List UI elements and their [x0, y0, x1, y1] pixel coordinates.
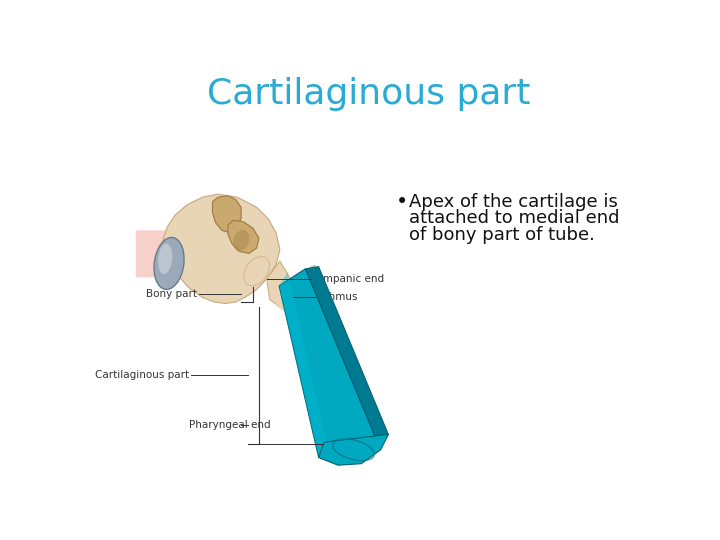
Text: Pharyngeal end: Pharyngeal end — [189, 420, 271, 430]
Text: of bony part of tube.: of bony part of tube. — [408, 226, 595, 244]
Ellipse shape — [158, 244, 172, 274]
Polygon shape — [212, 195, 241, 233]
Polygon shape — [279, 269, 377, 457]
FancyBboxPatch shape — [136, 231, 276, 278]
Ellipse shape — [233, 230, 249, 251]
Text: Apex of the cartilage is: Apex of the cartilage is — [408, 193, 618, 211]
Text: Bony part: Bony part — [146, 289, 197, 299]
Polygon shape — [319, 434, 388, 465]
Text: attached to medial end: attached to medial end — [408, 209, 619, 227]
Polygon shape — [305, 267, 388, 441]
Polygon shape — [228, 220, 259, 253]
Polygon shape — [158, 194, 280, 303]
Text: •: • — [396, 192, 408, 212]
Text: Isthmus: Isthmus — [316, 292, 358, 302]
Ellipse shape — [154, 238, 184, 289]
Text: Cartilaginous part: Cartilaginous part — [207, 77, 531, 111]
Text: Cartilaginous part: Cartilaginous part — [95, 370, 189, 380]
Polygon shape — [272, 273, 303, 318]
Polygon shape — [266, 261, 295, 309]
Polygon shape — [279, 273, 326, 457]
Text: Tympanic end: Tympanic end — [312, 274, 384, 284]
Polygon shape — [303, 265, 384, 441]
